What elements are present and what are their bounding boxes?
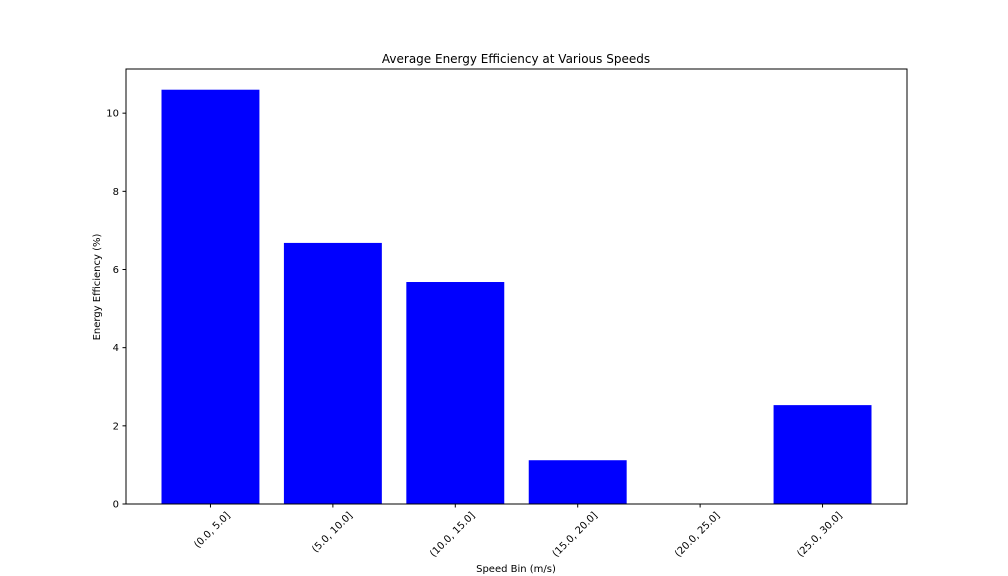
bar [406,282,505,504]
y-tick-label: 8 [113,187,119,198]
x-tick-label: (15.0, 20.0] [551,510,600,559]
x-tick-label: (0.0, 5.0] [192,510,232,550]
y-tick-label: 2 [113,421,119,432]
bar [528,460,627,504]
bars-group [161,89,872,505]
y-tick-label: 10 [106,109,119,120]
plot-frame [125,68,908,505]
y-tick-label: 4 [113,343,119,354]
y-axis: 0 2 4 6 8 10 [106,109,126,511]
chart-title: Average Energy Efficiency at Various Spe… [382,52,650,66]
bar [283,242,382,505]
y-axis-label: Energy Efficiency (%) [92,233,103,340]
bar [161,89,260,505]
x-tick-label: (5.0, 10.0] [310,510,355,555]
x-tick-label: (20.0, 25.0] [673,510,722,559]
x-tick-label: (25.0, 30.0] [795,510,844,559]
x-tick-label: (10.0, 15.0] [428,510,477,559]
y-tick-label: 0 [113,500,119,511]
bar [773,405,872,504]
y-tick-label: 6 [113,265,119,276]
x-axis: (0.0, 5.0] (5.0, 10.0] (10.0, 15.0] (15.0, … [192,504,845,560]
x-axis-label: Speed Bin (m/s) [476,564,556,575]
